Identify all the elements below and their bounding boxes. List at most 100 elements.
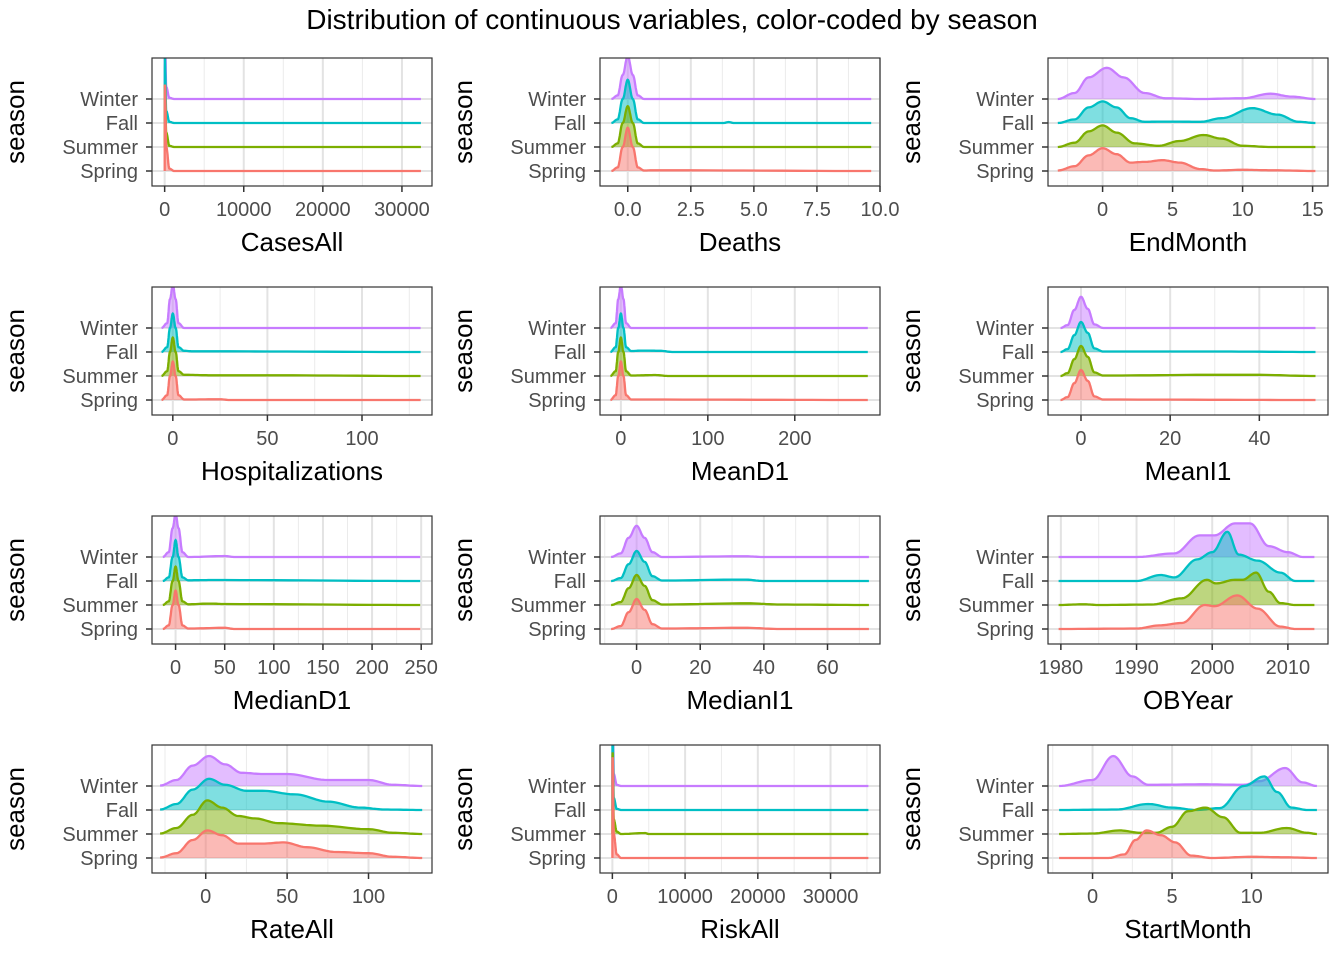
ridge-area-summer <box>610 337 868 376</box>
ridge-area-fall <box>1059 776 1317 810</box>
y-tick-label: Winter <box>976 318 1034 340</box>
ridge-line-winter <box>611 745 869 788</box>
ridge-line-winter <box>161 287 421 330</box>
x-axis-title: OBYear <box>1143 685 1233 715</box>
y-tick-label: Fall <box>554 113 586 135</box>
y-axis-title: season <box>0 538 30 622</box>
y-tick-label: Summer <box>510 595 586 617</box>
panel-border <box>599 744 881 874</box>
y-tick-label: Fall <box>106 113 138 135</box>
panel-border <box>151 515 433 645</box>
ridge-area-summer <box>1059 807 1317 834</box>
panel-border <box>151 286 433 416</box>
panel-border <box>1047 57 1329 187</box>
ridge-line-summer <box>161 335 421 378</box>
x-axis-title: Deaths <box>699 227 781 257</box>
ridge-area-winter <box>161 287 421 328</box>
ridge-line-spring <box>163 84 421 173</box>
ridge-line-summer <box>160 799 423 836</box>
y-axis-title: season <box>448 767 478 851</box>
ridge-area-fall <box>610 313 868 352</box>
x-tick-label: 0.0 <box>614 199 642 221</box>
ridge-line-fall <box>163 58 421 125</box>
ridge-line-fall <box>1057 100 1316 125</box>
ridge-area-winter <box>611 525 869 557</box>
y-tick-label: Fall <box>106 800 138 822</box>
x-tick-label: 0 <box>167 428 178 450</box>
ridge-area-fall <box>1060 322 1316 352</box>
y-tick-label: Spring <box>976 390 1034 412</box>
x-tick-label: 10.0 <box>861 199 900 221</box>
x-tick-label: 0 <box>1075 428 1086 450</box>
ridge-area-winter <box>1057 67 1316 99</box>
ridge-area-spring <box>610 361 868 400</box>
y-tick-label: Fall <box>554 800 586 822</box>
ridge-line-fall <box>611 78 872 125</box>
chart-title: Distribution of continuous variables, co… <box>306 4 1038 35</box>
ridge-area-spring <box>161 361 421 400</box>
ridge-line-summer <box>1058 571 1315 607</box>
x-tick-label: 5 <box>1167 886 1178 908</box>
y-tick-label: Winter <box>80 89 138 111</box>
y-tick-label: Spring <box>528 619 586 641</box>
ridge-line-fall <box>611 549 869 583</box>
y-tick-label: Spring <box>80 619 138 641</box>
y-tick-label: Spring <box>976 161 1034 183</box>
x-axis-title: MedianI1 <box>687 685 794 715</box>
ridge-area-spring <box>1060 370 1316 400</box>
y-tick-label: Fall <box>1002 342 1034 364</box>
ridge-area-winter <box>1059 756 1317 786</box>
x-tick-label: 40 <box>753 657 775 679</box>
x-tick-label: 250 <box>405 657 438 679</box>
x-tick-label: 2000 <box>1190 657 1235 679</box>
y-tick-label: Fall <box>554 571 586 593</box>
ridge-area-winter <box>610 287 868 328</box>
ridge-line-summer <box>610 335 868 378</box>
panel-border <box>1047 286 1329 416</box>
y-tick-label: Winter <box>528 776 586 798</box>
x-tick-label: 50 <box>256 428 278 450</box>
y-axis-title: season <box>448 80 478 164</box>
x-tick-label: 0 <box>1097 199 1108 221</box>
y-tick-label: Spring <box>976 619 1034 641</box>
x-tick-label: 0 <box>170 657 181 679</box>
y-tick-label: Winter <box>528 547 586 569</box>
ridge-area-winter <box>611 58 872 99</box>
ridge-line-fall <box>1058 530 1315 583</box>
ridge-area-fall <box>1057 101 1316 123</box>
x-tick-label: 2.5 <box>677 199 705 221</box>
x-axis-title: MeanD1 <box>691 456 789 486</box>
y-tick-label: Winter <box>976 547 1034 569</box>
x-tick-label: 30000 <box>803 886 859 908</box>
y-tick-label: Summer <box>62 366 138 388</box>
ridge-line-fall <box>611 745 869 812</box>
ridge-area-summer <box>164 84 421 147</box>
ridge-line-spring <box>160 829 423 860</box>
y-tick-label: Fall <box>1002 571 1034 593</box>
x-tick-label: 30000 <box>374 199 430 221</box>
y-tick-label: Summer <box>62 137 138 159</box>
y-tick-label: Fall <box>1002 113 1034 135</box>
y-tick-label: Summer <box>958 824 1034 846</box>
x-tick-label: 100 <box>352 886 385 908</box>
y-axis-title: season <box>896 538 926 622</box>
y-tick-label: Winter <box>528 318 586 340</box>
ridge-area-winter <box>164 58 421 99</box>
x-tick-label: 7.5 <box>803 199 831 221</box>
y-tick-label: Winter <box>976 89 1034 111</box>
y-axis-title: season <box>896 80 926 164</box>
ridge-line-winter <box>162 516 421 559</box>
x-tick-label: 60 <box>816 657 838 679</box>
ridge-area-winter <box>162 516 421 557</box>
ridge-line-spring <box>1057 147 1316 173</box>
y-tick-label: Winter <box>80 318 138 340</box>
y-axis-title: season <box>0 767 30 851</box>
ridge-line-summer <box>611 752 869 836</box>
x-tick-label: 10 <box>1241 886 1263 908</box>
